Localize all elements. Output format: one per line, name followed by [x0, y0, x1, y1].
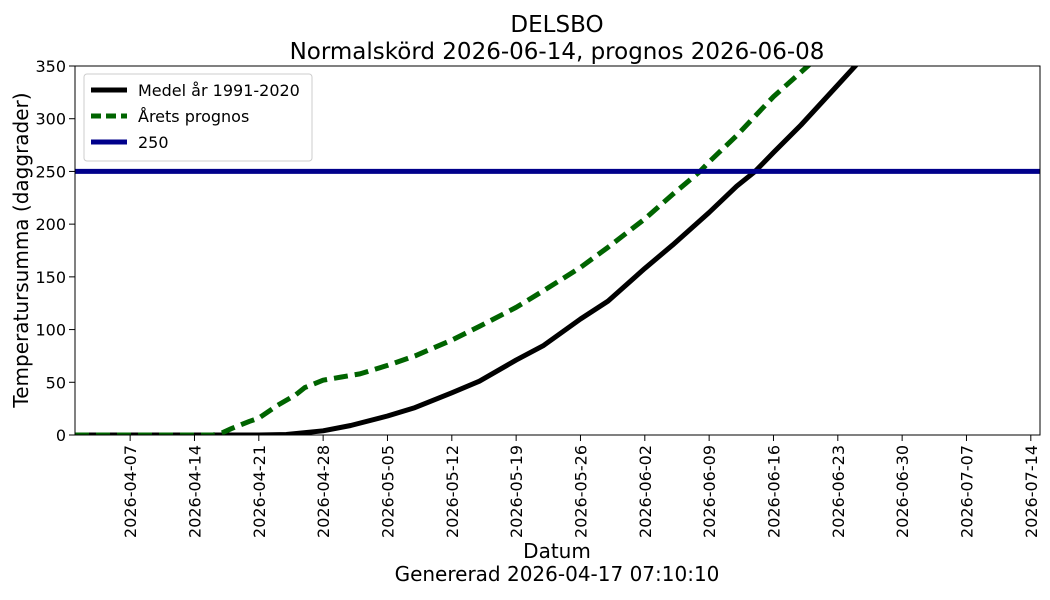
x-tick-label: 2026-06-30	[893, 445, 912, 538]
legend: Medel år 1991-2020 Årets prognos 250	[83, 73, 313, 162]
series-line-2	[75, 66, 812, 435]
x-tick-label: 2026-07-07	[958, 445, 977, 538]
x-tick-label: 2026-06-23	[829, 445, 848, 538]
x-tick-label: 2026-06-02	[636, 445, 655, 538]
chart-title: DELSBO	[510, 12, 603, 38]
chart-subtitle: Normalskörd 2026-06-14, prognos 2026-06-…	[290, 39, 825, 65]
footer-generated: Genererad 2026-04-17 07:10:10	[395, 562, 720, 586]
y-tick-label: 350	[35, 57, 66, 76]
legend-label-3: 250	[138, 133, 169, 152]
y-tick-label: 200	[35, 215, 66, 234]
y-tick-label: 150	[35, 268, 66, 287]
y-tick-label: 0	[56, 426, 66, 445]
x-tick-label: 2026-04-28	[314, 445, 333, 538]
x-axis-label: Datum	[523, 539, 591, 563]
x-tick-label: 2026-06-16	[765, 445, 784, 538]
y-axis-label: Temperatursumma (daggrader)	[9, 92, 33, 408]
y-tick-label: 50	[46, 373, 66, 392]
series-line-1	[75, 66, 859, 435]
x-tick-label: 2026-05-05	[379, 445, 398, 538]
x-tick-label: 2026-05-26	[572, 445, 591, 538]
x-tick-label: 2026-06-09	[700, 445, 719, 538]
y-tick-label: 250	[35, 162, 66, 181]
legend-items: Medel år 1991-2020 Årets prognos 250	[91, 81, 300, 152]
legend-label-2: Årets prognos	[138, 107, 249, 126]
x-axis-ticks: 2026-04-07 2026-04-14 2026-04-21 2026-04-28…	[121, 435, 1041, 538]
plot-frame	[74, 65, 1041, 436]
y-tick-label: 100	[35, 321, 66, 340]
y-axis-ticks: 0 50 100 150 200 250 300 350	[35, 57, 75, 445]
legend-label-1: Medel år 1991-2020	[138, 81, 300, 100]
x-tick-label: 2026-04-21	[250, 445, 269, 538]
x-tick-label: 2026-05-12	[443, 445, 462, 538]
x-tick-label: 2026-04-07	[121, 445, 140, 538]
x-tick-label: 2026-05-19	[507, 445, 526, 538]
x-tick-label: 2026-07-14	[1022, 445, 1041, 538]
y-tick-label: 300	[35, 110, 66, 129]
series-layer	[75, 66, 1040, 435]
x-tick-label: 2026-04-14	[186, 445, 205, 538]
legend-box	[83, 73, 313, 162]
